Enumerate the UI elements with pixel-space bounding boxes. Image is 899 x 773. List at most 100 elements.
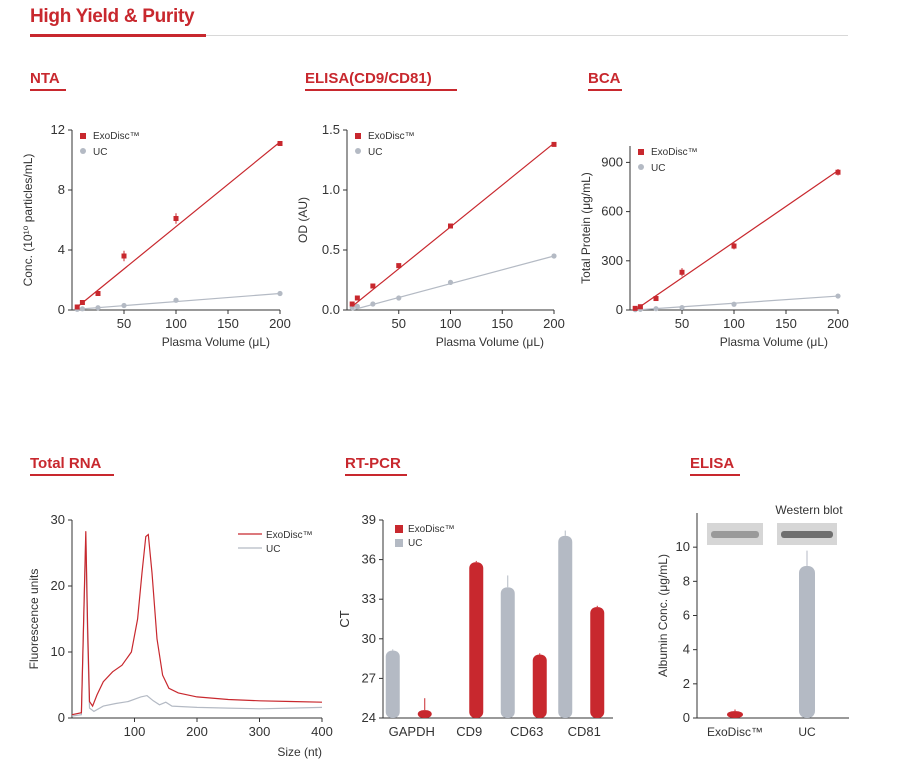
- nta-y-tick-label: 12: [51, 122, 65, 137]
- rna-series-line: [71, 531, 323, 716]
- bca-y-tick-label: 300: [601, 253, 623, 268]
- nta-fit-line: [76, 141, 281, 308]
- elisa_cd-point: [448, 223, 453, 229]
- rtpcr-y-tick-label: 27: [362, 670, 376, 685]
- elisa_cd-legend-marker: [355, 148, 361, 154]
- rna-x-axis-label: Size (nt): [277, 745, 322, 759]
- nta-x-tick-label: 50: [117, 316, 131, 331]
- rtpcr-y-tick-label: 30: [362, 631, 376, 646]
- elisa_alb-y-tick-label: 10: [676, 539, 690, 554]
- rtpcr-legend-marker: [395, 525, 403, 533]
- bca-point: [731, 301, 737, 307]
- rna-y-tick-label: 10: [51, 644, 65, 659]
- elisa_cd-legend-label: ExoDisc™: [368, 131, 415, 142]
- rna-x-tick-label: 400: [311, 724, 333, 739]
- western-blot-lane-uc-band: [781, 531, 833, 538]
- elisa_alb-y-tick-label: 4: [683, 642, 690, 657]
- elisa_cd-x-tick-label: 50: [392, 316, 406, 331]
- elisa_cd-legend-marker: [355, 133, 361, 139]
- nta-legend-marker: [80, 133, 86, 139]
- nta-fit-line: [77, 292, 281, 310]
- nta-legend-label: UC: [93, 147, 107, 158]
- elisa_alb-bar: [799, 565, 815, 718]
- bca-y-tick-label: 900: [601, 154, 623, 169]
- elisa_cd-y-axis-label: OD (AU): [296, 197, 310, 243]
- rtpcr-legend-label: UC: [408, 538, 422, 549]
- elisa_cd-legend-label: UC: [368, 147, 382, 158]
- rtpcr-bar: [417, 710, 432, 718]
- elisa_cd-fit-line: [351, 142, 555, 307]
- rtpcr-legend-label: ExoDisc™: [408, 524, 455, 535]
- nta-point: [79, 300, 85, 305]
- elisa_cd-x-axis-label: Plasma Volume (μL): [436, 335, 544, 349]
- elisa_cd-point: [551, 141, 557, 147]
- rtpcr-category-label: CD81: [568, 724, 601, 739]
- elisa_cd-point: [370, 283, 376, 289]
- rna-x-tick-label: 300: [249, 724, 271, 739]
- bca-y-tick-label: 600: [601, 204, 623, 219]
- rtpcr-bar: [469, 562, 484, 718]
- nta-x-axis-label: Plasma Volume (μL): [162, 335, 270, 349]
- rtpcr-y-tick-label: 39: [362, 512, 376, 527]
- rtpcr-legend-marker: [395, 539, 403, 547]
- elisa_cd-x-tick-label: 150: [491, 316, 513, 331]
- elisa_cd-point: [396, 263, 402, 269]
- elisa_cd-point: [354, 303, 360, 309]
- nta-point: [121, 253, 127, 259]
- bca-fit-line: [634, 170, 839, 311]
- nta-y-tick-label: 4: [58, 242, 65, 257]
- elisa_cd-x-tick-label: 100: [440, 316, 462, 331]
- bca-point: [653, 296, 659, 302]
- bca-fit-line: [635, 295, 839, 311]
- nta-point: [79, 306, 85, 312]
- nta-point: [173, 216, 179, 221]
- panel-underline-bca: [588, 89, 622, 91]
- nta-point: [277, 290, 283, 297]
- elisa_alb-bar: [727, 711, 743, 718]
- rtpcr-y-axis-label: CT: [337, 610, 352, 627]
- elisa_alb-y-tick-label: 0: [683, 710, 690, 725]
- rna-x-tick-label: 200: [186, 724, 208, 739]
- nta-y-axis-label: Conc. (10¹⁰ particles/mL): [21, 154, 35, 287]
- bca-legend-marker: [638, 164, 644, 170]
- rtpcr-bar: [500, 587, 515, 718]
- panel-underline-nta: [30, 89, 66, 91]
- nta-point: [121, 302, 127, 309]
- bca-x-tick-label: 150: [775, 316, 797, 331]
- bca-point: [835, 169, 841, 175]
- nta-y-tick-label: 0: [58, 302, 65, 317]
- rna-y-tick-label: 0: [58, 710, 65, 725]
- bca-point: [679, 304, 685, 311]
- panel-underline-elisa-alb: [690, 474, 740, 476]
- rna-y-axis-label: Fluorescence units: [27, 569, 41, 670]
- rna-legend-label: ExoDisc™: [266, 530, 313, 541]
- bca-x-tick-label: 200: [827, 316, 849, 331]
- panel-underline-rna: [30, 474, 114, 476]
- nta-legend-marker: [80, 148, 86, 154]
- nta-y-tick-label: 8: [58, 182, 65, 197]
- rtpcr-category-label: CD9: [456, 724, 482, 739]
- bca-point: [731, 243, 737, 249]
- rna-y-tick-label: 30: [51, 512, 65, 527]
- nta-point: [277, 141, 283, 146]
- bca-point: [632, 305, 638, 311]
- elisa_alb-y-axis-label: Albumin Conc. (μg/mL): [656, 554, 670, 677]
- panel-title-rtpcr: RT-PCR: [345, 455, 401, 472]
- nta-x-tick-label: 150: [217, 316, 239, 331]
- elisa_cd-point: [370, 301, 376, 307]
- elisa_alb-category-label: ExoDisc™: [707, 725, 763, 739]
- elisa_cd-x-tick-label: 200: [543, 316, 565, 331]
- nta-point: [173, 297, 179, 303]
- rtpcr-bar: [590, 607, 605, 718]
- elisa_cd-point: [396, 295, 402, 301]
- rtpcr-y-tick-label: 24: [362, 710, 376, 725]
- rna-series-line: [71, 536, 323, 717]
- panel-underline-elisa-cd: [305, 89, 457, 91]
- panel-title-rna: Total RNA: [30, 455, 102, 472]
- page-title: High Yield & Purity: [30, 6, 195, 27]
- western-blot-lane-exodisc-band: [711, 531, 759, 538]
- nta-point: [95, 305, 101, 311]
- nta-point: [95, 291, 101, 296]
- bca-x-tick-label: 50: [675, 316, 689, 331]
